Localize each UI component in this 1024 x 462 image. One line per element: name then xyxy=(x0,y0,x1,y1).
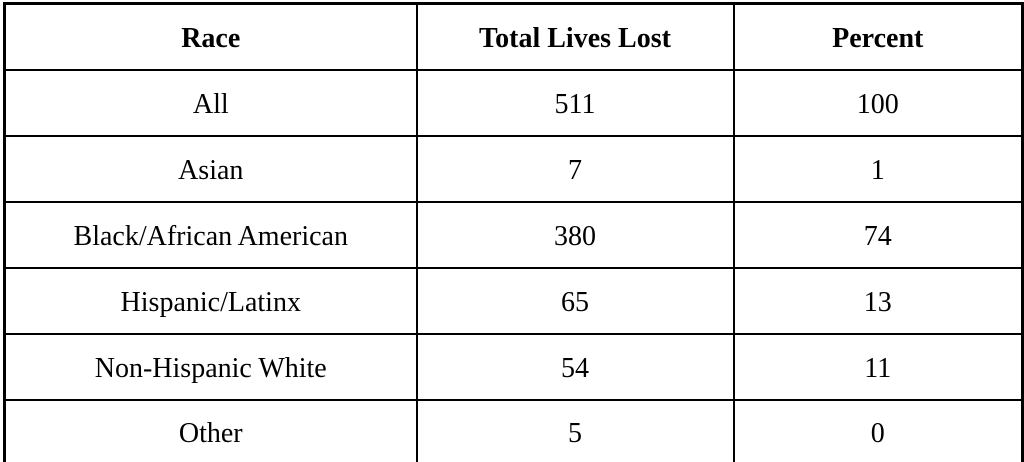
cell-race: Other xyxy=(3,398,418,462)
cell-race: Black/African American xyxy=(3,200,418,269)
table-row-all: All 511 100 xyxy=(3,68,1024,137)
cell-percent: 0 xyxy=(732,398,1024,462)
cell-total-lives-lost: 380 xyxy=(415,200,735,269)
cell-total-lives-lost: 54 xyxy=(415,332,735,401)
table-row-hispanic-latinx: Hispanic/Latinx 65 13 xyxy=(3,266,1024,335)
table-row-black-african-american: Black/African American 380 74 xyxy=(3,200,1024,269)
cell-percent: 11 xyxy=(732,332,1024,401)
cell-total-lives-lost: 5 xyxy=(415,398,735,462)
cell-total-lives-lost: 65 xyxy=(415,266,735,335)
cell-race: Asian xyxy=(3,134,418,203)
table-row-asian: Asian 7 1 xyxy=(3,134,1024,203)
table-row-non-hispanic-white: Non-Hispanic White 54 11 xyxy=(3,332,1024,401)
cell-race: All xyxy=(3,68,418,137)
header-total-lives-lost: Total Lives Lost xyxy=(415,2,735,71)
cell-race: Hispanic/Latinx xyxy=(3,266,418,335)
cell-race: Non-Hispanic White xyxy=(3,332,418,401)
cell-percent: 74 xyxy=(732,200,1024,269)
cell-total-lives-lost: 7 xyxy=(415,134,735,203)
header-row: Race Total Lives Lost Percent xyxy=(3,2,1024,71)
header-percent: Percent xyxy=(732,2,1024,71)
table-row-other: Other 5 0 xyxy=(3,398,1024,462)
header-race: Race xyxy=(3,2,418,71)
cell-percent: 13 xyxy=(732,266,1024,335)
cell-total-lives-lost: 511 xyxy=(415,68,735,137)
lives-lost-by-race-table: Race Total Lives Lost Percent All 511 10… xyxy=(3,2,1024,462)
cell-percent: 1 xyxy=(732,134,1024,203)
cell-percent: 100 xyxy=(732,68,1024,137)
